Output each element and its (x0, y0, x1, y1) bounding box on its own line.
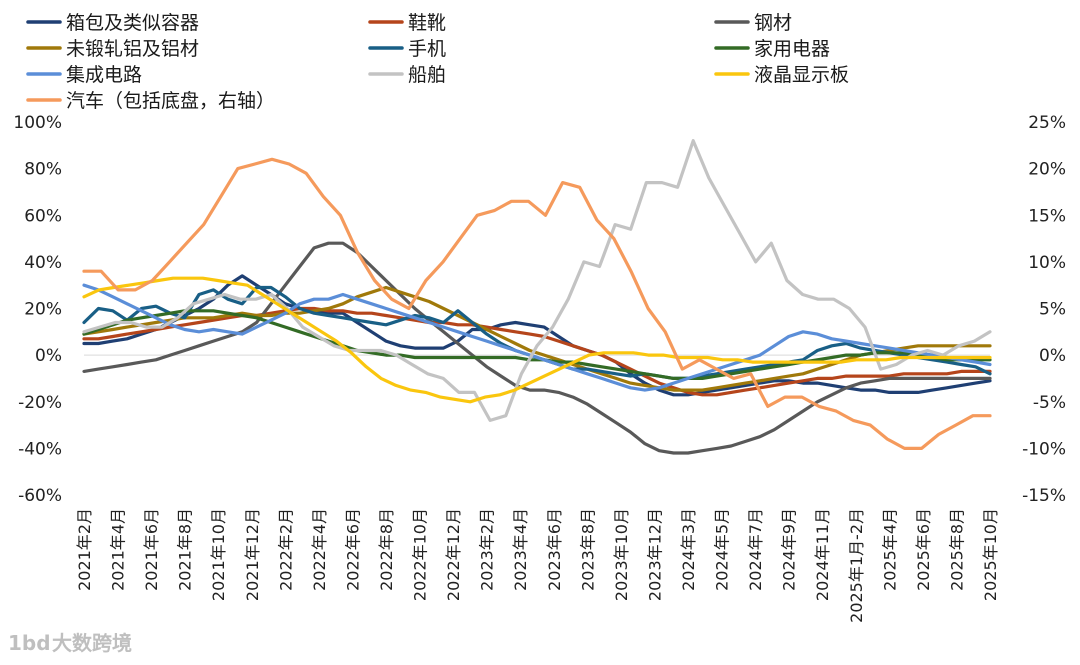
x-tick-label: 2023年8月 (578, 508, 597, 591)
plot-area (82, 139, 992, 455)
right-tick-label: 25% (1028, 113, 1066, 133)
series-line-液晶显示板 (82, 276, 992, 404)
left-tick-label: 20% (24, 300, 62, 320)
left-tick-label: -20% (18, 393, 62, 413)
right-tick-label: 10% (1028, 253, 1066, 273)
left-axis: -60% -40% -20% 0% 20% 40% 60% 80% 100% (13, 113, 62, 506)
x-tick-label: 2022年10月 (411, 508, 430, 601)
legend-label: 液晶显示板 (754, 64, 849, 86)
x-tick-label: 2022年12月 (444, 508, 463, 601)
series-line-家用电器 (82, 309, 992, 380)
x-tick-label: 2025年4月 (880, 508, 899, 591)
x-tick-label: 2022年2月 (276, 508, 295, 591)
series-line-箱包及类似容器 (82, 274, 992, 397)
x-axis: 2021年2月 2021年4月 2021年6月 2021年8月 2021年10月 2021… (75, 508, 1000, 623)
right-tick-label: -5% (1033, 393, 1066, 413)
series-line-鞋靴 (82, 306, 992, 397)
watermark-logo: 1bd (8, 631, 51, 655)
x-tick-label: 2022年6月 (343, 508, 362, 591)
left-tick-label: 100% (13, 113, 62, 133)
left-tick-label: -40% (18, 439, 62, 459)
series-line-手机 (82, 285, 992, 380)
x-tick-label: 2021年10月 (209, 508, 228, 601)
right-tick-label: 5% (1039, 300, 1066, 320)
x-tick-label: 2022年4月 (310, 508, 329, 591)
right-tick-label: -15% (1022, 486, 1066, 506)
legend-label: 鞋靴 (408, 12, 446, 34)
series-line-集成电路 (82, 283, 992, 392)
watermark-text: 大数跨境 (52, 631, 132, 655)
x-tick-label: 2023年12月 (645, 508, 664, 601)
legend-label: 汽车（包括底盘，右轴） (66, 90, 275, 112)
x-tick-label: 2025年6月 (914, 508, 933, 591)
x-tick-label: 2021年6月 (142, 508, 161, 591)
legend-label: 家用电器 (754, 38, 830, 60)
legend-label: 箱包及类似容器 (66, 12, 199, 34)
series-line-汽车-包括底盘-右轴- (82, 157, 992, 450)
left-tick-label: -60% (18, 486, 62, 506)
left-tick-label: 40% (24, 253, 62, 273)
x-tick-label: 2021年12月 (243, 508, 262, 601)
legend-label: 未锻轧铝及铝材 (66, 38, 199, 60)
x-tick-label: 2021年8月 (176, 508, 195, 591)
left-tick-label: 80% (24, 160, 62, 180)
left-tick-label: 0% (35, 346, 62, 366)
right-tick-label: 20% (1028, 160, 1066, 180)
legend-label: 集成电路 (66, 64, 142, 86)
x-tick-label: 2022年8月 (377, 508, 396, 591)
x-tick-label: 2023年6月 (545, 508, 564, 591)
x-tick-label: 2023年4月 (511, 508, 530, 591)
x-tick-label: 2023年10月 (612, 508, 631, 601)
x-tick-label: 2023年2月 (478, 508, 497, 591)
x-tick-label: 2024年11月 (813, 508, 832, 601)
x-tick-label: 2024年3月 (679, 508, 698, 591)
x-tick-label: 2024年5月 (713, 508, 732, 591)
legend-label: 手机 (408, 38, 446, 60)
x-tick-label: 2021年4月 (109, 508, 128, 591)
x-tick-label: 2021年2月 (75, 508, 94, 591)
x-tick-label: 2025年8月 (947, 508, 966, 591)
right-tick-label: 15% (1028, 206, 1066, 226)
right-tick-label: 0% (1039, 346, 1066, 366)
legend-label: 钢材 (754, 12, 792, 34)
right-tick-label: -10% (1022, 439, 1066, 459)
left-tick-label: 60% (24, 206, 62, 226)
x-tick-label: 2025年1月-2月 (847, 508, 866, 623)
series-line-船舶 (82, 139, 992, 422)
legend-label: 船舶 (408, 64, 446, 86)
x-tick-label: 2024年7月 (746, 508, 765, 591)
right-axis: -15% -10% -5% 0% 5% 10% 15% 20% 25% (1022, 113, 1066, 506)
x-tick-label: 2025年10月 (981, 508, 1000, 601)
watermark: 1bd 大数跨境 (8, 631, 132, 655)
x-tick-label: 2024年9月 (780, 508, 799, 591)
